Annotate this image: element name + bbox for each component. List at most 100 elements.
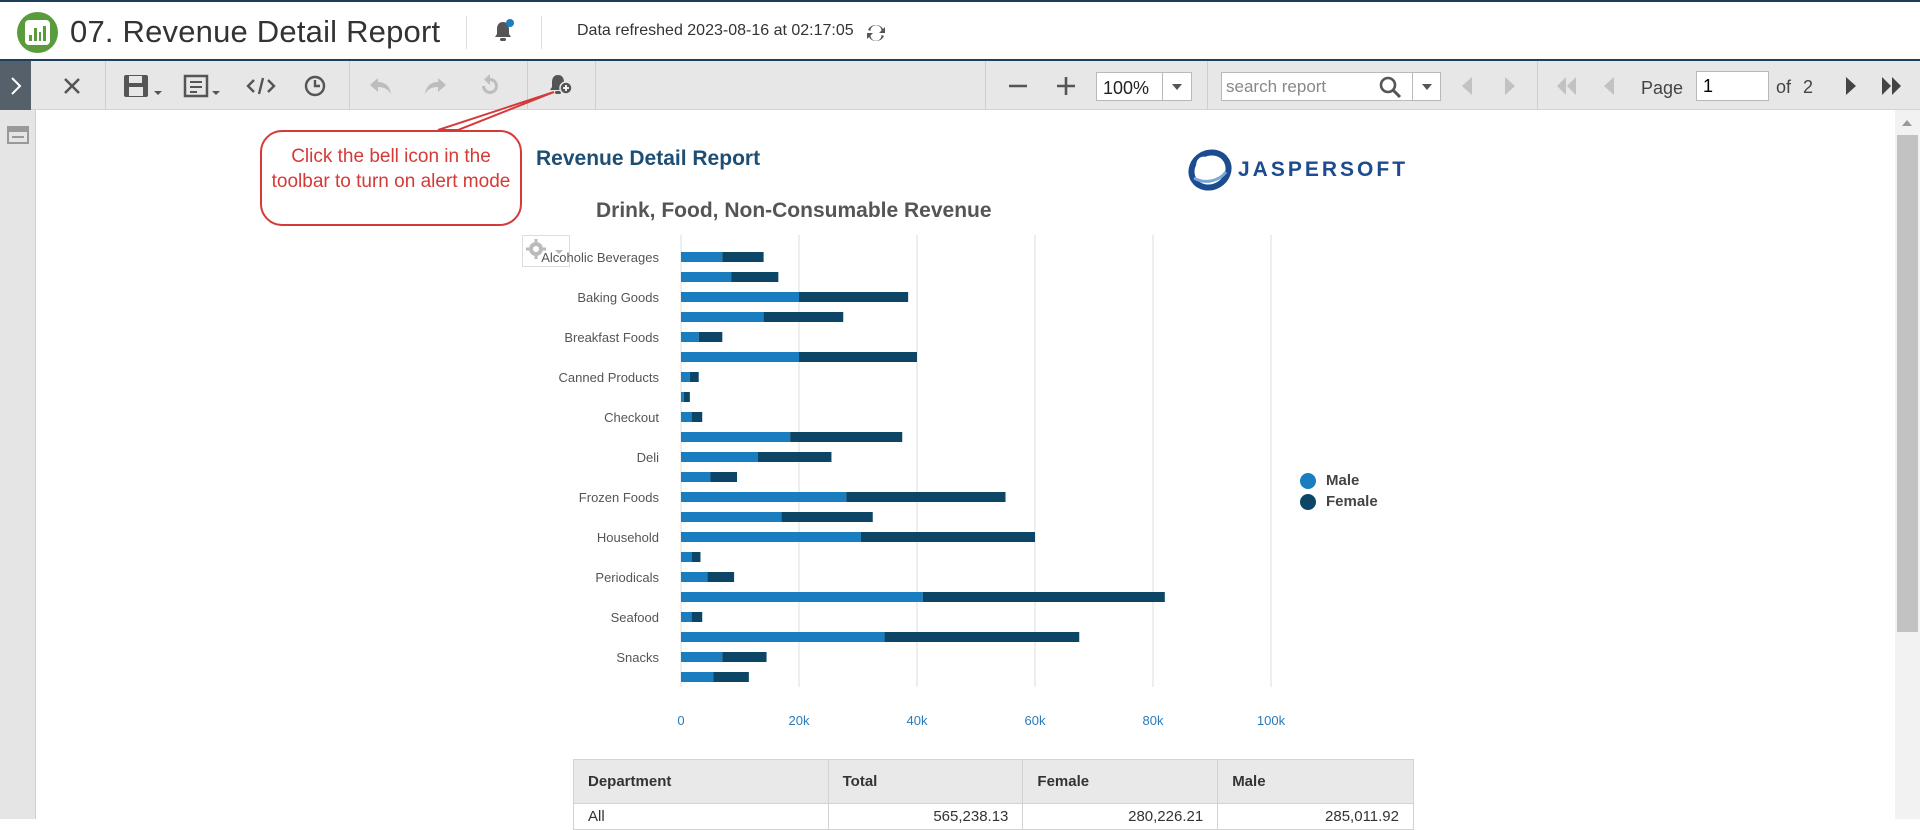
triangle-left-icon [1462, 77, 1472, 95]
schedule-button[interactable] [300, 72, 330, 100]
minus-icon [1009, 84, 1027, 88]
table-cell-total: 565,238.13 [828, 803, 1024, 830]
zoom-in-button[interactable] [1051, 72, 1081, 100]
undo-icon [370, 78, 391, 94]
toolbar-separator [985, 61, 986, 110]
bar-male [681, 252, 723, 262]
expand-panel-button[interactable] [0, 61, 31, 110]
triangle-right-icon [1846, 77, 1856, 95]
bar-male [681, 632, 885, 642]
bar-male [681, 332, 699, 342]
toolbar-separator [595, 61, 596, 110]
gear-icon [526, 239, 563, 259]
x-tick-label: 100k [1257, 713, 1286, 728]
scrollbar-thumb[interactable] [1897, 135, 1918, 632]
bar-male [681, 432, 791, 442]
bar-female [757, 452, 832, 462]
header-divider [466, 16, 467, 49]
bar-male [681, 372, 690, 382]
bar-male [681, 412, 692, 422]
bar-male [681, 492, 847, 502]
bar-female [683, 392, 690, 402]
clock-icon [304, 75, 326, 97]
save-icon [124, 75, 162, 97]
bell-plus-icon [550, 75, 573, 95]
alert-bell-button[interactable] [545, 72, 575, 100]
bar-female [713, 672, 749, 682]
save-button[interactable] [122, 72, 166, 100]
legend-item-female[interactable]: Female [1300, 491, 1378, 512]
chevron-down-icon [1421, 83, 1432, 90]
y-tick-label: Seafood [611, 610, 659, 625]
search-icon[interactable] [1378, 75, 1404, 99]
chart-title: Drink, Food, Non-Consumable Revenue [596, 199, 992, 222]
bar-female [922, 592, 1165, 602]
redo-icon [425, 78, 446, 94]
chart-settings-control[interactable] [522, 235, 570, 267]
first-page-button[interactable] [1552, 72, 1582, 100]
bar-female [731, 272, 779, 282]
double-triangle-right-icon [1882, 77, 1901, 95]
column-header-total[interactable]: Total [828, 759, 1024, 804]
table-cell-female: 280,226.21 [1022, 803, 1219, 830]
report-toolbar [0, 61, 1920, 110]
search-input[interactable] [1226, 76, 1376, 98]
last-page-button[interactable] [1877, 72, 1907, 100]
y-tick-label: Breakfast Foods [564, 330, 659, 345]
y-tick-label: Alcoholic Beverages [541, 250, 659, 265]
bar-female [799, 292, 909, 302]
scroll-up-arrow[interactable] [1898, 116, 1916, 130]
y-tick-label: Periodicals [595, 570, 659, 585]
y-tick-label: Canned Products [559, 370, 660, 385]
bar-male [681, 292, 799, 302]
bar-male [681, 472, 711, 482]
next-page-button[interactable] [1836, 72, 1866, 100]
triangle-left-icon [1604, 77, 1614, 95]
toolbar-separator [349, 61, 350, 110]
callout-pointer [437, 91, 555, 130]
search-options-button[interactable] [1412, 73, 1440, 100]
bar-female [799, 352, 917, 362]
previous-page-button[interactable] [1594, 72, 1624, 100]
bar-male [681, 532, 861, 542]
report-title: Revenue Detail Report [536, 147, 761, 170]
search-report-box[interactable] [1221, 72, 1441, 101]
bar-female [698, 332, 723, 342]
search-next-button[interactable] [1495, 72, 1525, 100]
bar-male [681, 572, 708, 582]
zoom-out-button[interactable] [1003, 72, 1033, 100]
legend-swatch-male [1300, 472, 1316, 489]
zoom-dropdown-button[interactable] [1162, 73, 1191, 100]
column-header-female[interactable]: Female [1022, 759, 1219, 804]
bar-male [681, 392, 684, 402]
toolbar-separator [105, 61, 106, 110]
column-header-male[interactable]: Male [1217, 759, 1414, 804]
notification-bell-icon[interactable] [491, 19, 515, 45]
bar-male [681, 512, 782, 522]
triangle-up-icon [1902, 120, 1912, 126]
close-button[interactable] [57, 72, 87, 100]
code-icon [246, 77, 276, 95]
bar-male [681, 552, 692, 562]
zoom-value: 100% [1103, 78, 1150, 98]
legend-item-male[interactable]: Male [1300, 470, 1378, 491]
search-previous-button[interactable] [1452, 72, 1482, 100]
filters-panel-icon[interactable] [7, 125, 29, 145]
page-number-input[interactable] [1696, 71, 1769, 101]
bar-female [689, 372, 699, 382]
legend-label-male: Male [1326, 472, 1360, 489]
undo-all-button[interactable] [475, 72, 505, 100]
table-cell-male: 285,011.92 [1217, 803, 1414, 830]
refresh-icon[interactable] [864, 21, 888, 45]
column-header-department[interactable]: Department [573, 759, 829, 804]
embed-code-button[interactable] [246, 72, 276, 100]
redo-button[interactable] [420, 72, 450, 100]
triangle-right-icon [1505, 77, 1515, 95]
bar-female [846, 492, 1006, 502]
y-tick-label: Baking Goods [577, 290, 659, 305]
export-button[interactable] [182, 72, 226, 100]
undo-button[interactable] [366, 72, 396, 100]
y-tick-label: Frozen Foods [579, 490, 660, 505]
chevron-down-icon [1172, 83, 1182, 90]
zoom-select[interactable]: 100% [1096, 72, 1192, 101]
